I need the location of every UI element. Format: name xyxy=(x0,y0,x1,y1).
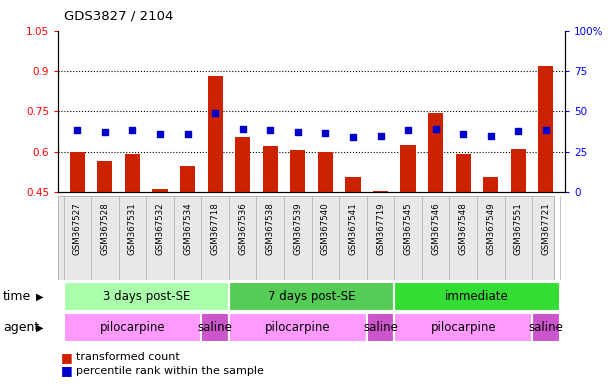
Text: transformed count: transformed count xyxy=(76,352,180,362)
Bar xyxy=(70,152,85,192)
Text: ▶: ▶ xyxy=(36,291,43,302)
Bar xyxy=(483,177,499,192)
Point xyxy=(321,130,331,136)
Point xyxy=(73,127,82,133)
Text: GSM367719: GSM367719 xyxy=(376,203,385,255)
Text: GSM367549: GSM367549 xyxy=(486,203,496,255)
Text: GSM367545: GSM367545 xyxy=(404,203,412,255)
Text: immediate: immediate xyxy=(445,290,509,303)
Bar xyxy=(263,146,278,192)
Bar xyxy=(538,66,554,192)
Bar xyxy=(400,145,415,192)
Text: ■: ■ xyxy=(61,364,73,377)
Text: GSM367721: GSM367721 xyxy=(541,203,551,255)
Text: percentile rank within the sample: percentile rank within the sample xyxy=(76,366,264,376)
Bar xyxy=(345,177,360,192)
Text: 3 days post-SE: 3 days post-SE xyxy=(103,290,190,303)
Point xyxy=(265,127,275,133)
Text: GSM367540: GSM367540 xyxy=(321,203,330,255)
FancyBboxPatch shape xyxy=(229,282,394,311)
Text: saline: saline xyxy=(198,321,233,334)
Point xyxy=(513,127,523,134)
Bar xyxy=(290,151,306,192)
Bar xyxy=(456,154,471,192)
Point xyxy=(431,126,441,132)
Text: 7 days post-SE: 7 days post-SE xyxy=(268,290,356,303)
Point xyxy=(293,129,302,135)
Bar xyxy=(180,167,195,192)
Bar xyxy=(428,113,443,192)
Text: time: time xyxy=(3,290,31,303)
Bar xyxy=(235,137,251,192)
Text: saline: saline xyxy=(363,321,398,334)
FancyBboxPatch shape xyxy=(64,313,202,342)
Text: ▶: ▶ xyxy=(36,322,43,333)
FancyBboxPatch shape xyxy=(394,313,532,342)
Text: GSM367538: GSM367538 xyxy=(266,203,275,255)
Text: pilocarpine: pilocarpine xyxy=(100,321,165,334)
Text: GSM367532: GSM367532 xyxy=(156,203,164,255)
Point xyxy=(458,131,468,137)
Text: ■: ■ xyxy=(61,351,73,364)
Bar xyxy=(373,191,388,192)
Point xyxy=(403,127,413,133)
Text: saline: saline xyxy=(529,321,563,334)
Bar xyxy=(511,149,526,192)
Text: GSM367541: GSM367541 xyxy=(348,203,357,255)
Point xyxy=(541,127,551,133)
Text: GSM367539: GSM367539 xyxy=(293,203,302,255)
Bar xyxy=(208,76,223,192)
Point xyxy=(128,127,137,133)
Text: GSM367551: GSM367551 xyxy=(514,203,523,255)
FancyBboxPatch shape xyxy=(64,282,229,311)
FancyBboxPatch shape xyxy=(367,313,394,342)
Point xyxy=(348,134,358,140)
Point xyxy=(100,129,110,136)
Bar xyxy=(152,189,167,192)
FancyBboxPatch shape xyxy=(202,313,229,342)
Point xyxy=(210,110,220,116)
Point xyxy=(155,131,165,137)
Point xyxy=(376,133,386,139)
Text: agent: agent xyxy=(3,321,39,334)
Bar xyxy=(125,154,140,192)
Point xyxy=(486,133,496,139)
Bar xyxy=(318,152,333,192)
Text: pilocarpine: pilocarpine xyxy=(430,321,496,334)
Text: GSM367536: GSM367536 xyxy=(238,203,247,255)
Text: GSM367534: GSM367534 xyxy=(183,203,192,255)
Text: GSM367546: GSM367546 xyxy=(431,203,440,255)
Text: pilocarpine: pilocarpine xyxy=(265,321,331,334)
Point xyxy=(238,126,247,132)
FancyBboxPatch shape xyxy=(58,196,554,280)
Text: GSM367527: GSM367527 xyxy=(73,203,82,255)
FancyBboxPatch shape xyxy=(532,313,560,342)
Bar xyxy=(97,161,112,192)
Text: GSM367528: GSM367528 xyxy=(100,203,109,255)
Text: GSM367531: GSM367531 xyxy=(128,203,137,255)
Text: GSM367548: GSM367548 xyxy=(459,203,467,255)
Point xyxy=(183,131,192,137)
FancyBboxPatch shape xyxy=(229,313,367,342)
Text: GSM367718: GSM367718 xyxy=(211,203,219,255)
Text: GDS3827 / 2104: GDS3827 / 2104 xyxy=(64,10,174,23)
FancyBboxPatch shape xyxy=(394,282,560,311)
